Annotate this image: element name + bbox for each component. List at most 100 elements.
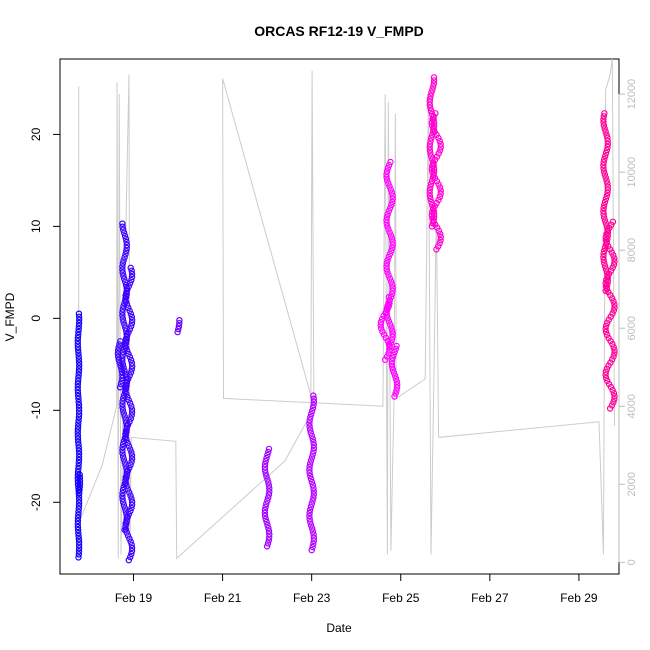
data-point xyxy=(427,180,435,187)
data-point xyxy=(387,293,395,301)
data-point xyxy=(310,398,318,405)
data-point xyxy=(430,74,438,81)
data-point xyxy=(121,232,129,240)
altitude-line xyxy=(78,58,615,560)
data-point xyxy=(122,338,129,345)
data-point xyxy=(611,304,618,311)
data-point xyxy=(127,507,134,515)
right-tick-label: 4000 xyxy=(626,394,638,418)
data-point xyxy=(119,404,126,411)
data-point xyxy=(263,500,270,507)
data-point xyxy=(426,141,434,148)
data-point xyxy=(384,269,391,276)
data-point xyxy=(602,149,610,157)
data-point xyxy=(123,529,130,536)
data-point xyxy=(436,184,444,191)
data-point xyxy=(428,165,436,173)
data-point xyxy=(74,438,82,445)
data-point xyxy=(602,371,609,378)
data-point xyxy=(384,210,391,218)
data-point xyxy=(75,417,82,424)
data-point xyxy=(308,478,316,486)
data-point xyxy=(377,319,385,326)
data-point xyxy=(306,463,313,470)
data-point xyxy=(121,459,129,466)
data-point xyxy=(266,485,273,492)
data-point xyxy=(601,171,609,178)
data-point xyxy=(387,321,394,328)
data-point xyxy=(74,377,82,384)
series-rf12 xyxy=(74,310,84,561)
data-point xyxy=(176,317,183,324)
data-point xyxy=(264,497,271,504)
data-point xyxy=(127,538,134,545)
data-point xyxy=(391,393,398,400)
data-point xyxy=(116,341,123,348)
data-point xyxy=(306,509,313,517)
data-point xyxy=(306,469,313,476)
data-point xyxy=(119,493,126,500)
data-point xyxy=(306,512,313,520)
data-point xyxy=(128,403,135,410)
data-point xyxy=(123,436,130,444)
data-point xyxy=(310,444,318,452)
data-point xyxy=(392,390,399,397)
data-point xyxy=(384,177,391,184)
data-point xyxy=(435,134,442,142)
data-point xyxy=(426,147,434,154)
data-point xyxy=(74,426,82,433)
data-point xyxy=(308,410,315,418)
data-point xyxy=(309,435,316,442)
data-point xyxy=(122,433,129,441)
series-layer xyxy=(74,74,618,564)
data-point xyxy=(385,207,393,215)
data-point xyxy=(426,186,433,194)
data-point xyxy=(600,162,607,169)
data-point xyxy=(74,380,82,387)
data-point xyxy=(387,186,394,193)
data-point xyxy=(75,444,83,451)
data-point xyxy=(119,358,126,365)
data-point xyxy=(430,83,437,90)
data-point xyxy=(388,247,395,255)
data-point xyxy=(308,454,316,461)
data-point xyxy=(308,500,315,507)
data-point xyxy=(387,204,394,212)
data-point xyxy=(123,378,131,385)
data-point xyxy=(75,371,82,378)
data-point xyxy=(600,168,608,175)
data-point xyxy=(601,201,608,209)
data-point xyxy=(265,448,272,456)
data-point xyxy=(261,467,269,474)
data-point xyxy=(119,401,126,408)
right-tick-label: 10000 xyxy=(626,157,638,188)
data-point xyxy=(383,216,390,224)
data-point xyxy=(122,384,129,391)
data-point xyxy=(437,236,444,244)
data-point xyxy=(128,455,136,462)
data-point xyxy=(610,307,618,314)
data-point xyxy=(75,368,83,375)
data-point xyxy=(309,543,316,551)
data-point xyxy=(437,140,444,148)
data-point xyxy=(121,367,128,374)
data-point xyxy=(126,464,133,472)
data-point xyxy=(388,360,395,367)
data-point xyxy=(430,113,437,120)
data-point xyxy=(428,89,435,96)
data-point xyxy=(119,220,126,227)
data-point xyxy=(309,404,317,412)
data-point xyxy=(125,350,132,358)
data-point xyxy=(385,299,392,307)
data-point xyxy=(121,254,128,261)
data-point xyxy=(386,275,394,282)
data-point xyxy=(120,229,128,236)
data-point xyxy=(265,537,272,544)
data-point xyxy=(601,217,609,224)
data-point xyxy=(123,390,130,398)
data-point xyxy=(75,529,82,537)
data-point xyxy=(74,331,82,339)
data-point xyxy=(261,464,269,471)
data-point xyxy=(122,235,130,243)
data-point xyxy=(75,356,83,363)
